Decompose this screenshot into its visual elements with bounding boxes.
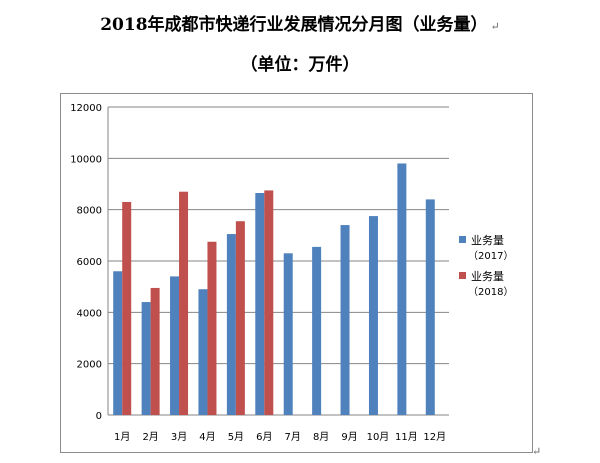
bar-2018 — [150, 287, 160, 415]
bar-2017 — [113, 271, 123, 415]
legend-swatch — [459, 272, 466, 279]
legend-label: 业务量 — [471, 270, 504, 283]
y-tick-label: 0 — [96, 411, 102, 422]
x-tick-label: 3月 — [171, 431, 187, 443]
bar-2018 — [264, 190, 274, 415]
bar-2018 — [179, 191, 189, 415]
bar-2017 — [170, 276, 180, 415]
legend-label: 业务量 — [471, 234, 504, 247]
bar-2017 — [283, 253, 293, 415]
x-tick-label: 5月 — [228, 431, 244, 443]
paragraph-mark-icon: ↵ — [532, 445, 542, 458]
x-tick-label: 6月 — [256, 431, 272, 443]
bar-2018 — [207, 241, 217, 415]
y-tick-label: 2000 — [77, 360, 102, 371]
y-tick-label: 4000 — [77, 308, 102, 319]
x-tick-label: 10月 — [367, 431, 390, 443]
x-tick-label: 1月 — [114, 431, 130, 443]
legend-swatch — [459, 236, 466, 243]
chart-title-text: 2018年成都市快递行业发展情况分月图（业务量） — [100, 15, 488, 35]
chart-unit-title: （单位：万件） — [240, 55, 360, 75]
legend-label-year: （2017） — [468, 250, 513, 262]
bar-2017 — [226, 234, 236, 415]
bar-2017 — [198, 289, 208, 415]
y-tick-label: 12000 — [70, 103, 102, 114]
bar-chart: 0 2000 4000 6000 8000 10000 12000 1月 2月 3月 4月 5月 6月 7… — [70, 103, 513, 443]
y-tick-label: 10000 — [70, 154, 102, 165]
paragraph-mark-icon: ↵ — [490, 20, 500, 33]
bar-2017 — [312, 246, 322, 415]
bar-2017 — [425, 199, 435, 415]
bar-2017 — [141, 302, 151, 415]
x-tick-label: 11月 — [395, 431, 418, 443]
x-tick-label: 9月 — [341, 431, 357, 443]
y-tick-label: 8000 — [77, 206, 102, 217]
bar-2017 — [255, 192, 265, 415]
chart-area: 0 2000 4000 6000 8000 10000 12000 1月 2月 3月 4月 5月 6月 7… — [60, 93, 533, 453]
x-tick-label: 4月 — [199, 431, 215, 443]
bar-2018 — [122, 201, 132, 415]
bar-2018 — [235, 221, 245, 415]
bar-2017 — [340, 225, 350, 415]
x-tick-label: 8月 — [313, 431, 329, 443]
y-tick-label: 6000 — [77, 257, 102, 268]
x-tick-label: 7月 — [285, 431, 301, 443]
x-tick-label: 12月 — [423, 431, 446, 443]
chart-title: 2018年成都市快递行业发展情况分月图（业务量） ↵ — [0, 10, 600, 35]
x-tick-label: 2月 — [142, 431, 158, 443]
legend-label-year: （2018） — [468, 286, 513, 298]
bar-2017 — [397, 163, 407, 415]
bar-2017 — [368, 216, 378, 415]
